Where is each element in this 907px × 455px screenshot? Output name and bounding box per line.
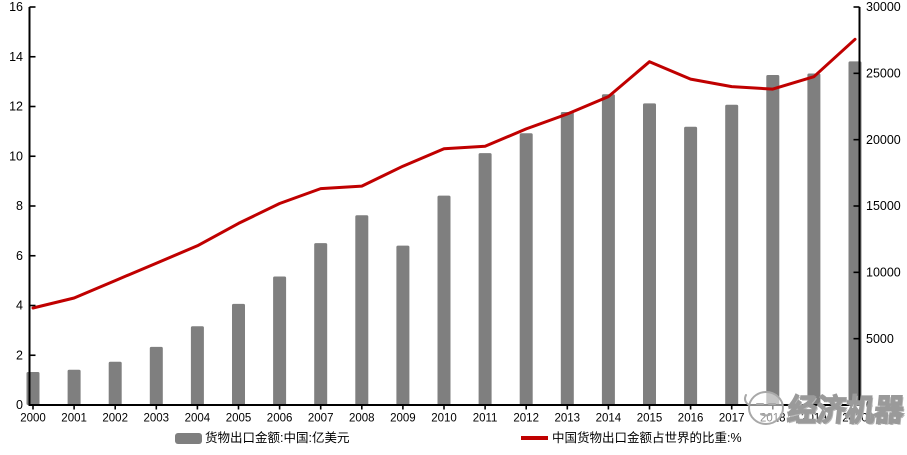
share-line bbox=[31, 37, 857, 310]
bar-2017 bbox=[725, 104, 739, 405]
x-label-2010: 2010 bbox=[431, 413, 457, 425]
x-label-2011: 2011 bbox=[473, 413, 498, 425]
y-left-label-12: 12 bbox=[9, 100, 23, 114]
x-label-2014: 2014 bbox=[596, 413, 622, 425]
bar-2005 bbox=[232, 303, 245, 405]
x-label-2020: 2020 bbox=[842, 413, 868, 425]
x-label-2015: 2015 bbox=[637, 413, 663, 425]
x-label-2003: 2003 bbox=[144, 413, 170, 425]
bar-2007 bbox=[314, 243, 328, 405]
y-left-label-16: 16 bbox=[9, 0, 23, 14]
bar-2014 bbox=[601, 94, 615, 405]
x-label-2001: 2001 bbox=[61, 413, 87, 425]
watermark: 经济机器 bbox=[741, 386, 906, 430]
y-right-label-0: 0 bbox=[866, 398, 873, 412]
x-label-2007: 2007 bbox=[308, 413, 334, 425]
y-left-label-0: 0 bbox=[16, 398, 23, 412]
x-label-2012: 2012 bbox=[513, 413, 539, 425]
y-right-label-25000: 25000 bbox=[866, 67, 901, 81]
y-right-label-5000: 5000 bbox=[866, 332, 894, 346]
bar-2002 bbox=[108, 361, 122, 405]
bar-2012 bbox=[519, 133, 533, 405]
x-label-2016: 2016 bbox=[678, 413, 704, 425]
x-label-2005: 2005 bbox=[226, 413, 252, 425]
y-left-label-6: 6 bbox=[16, 249, 23, 263]
x-label-2013: 2013 bbox=[555, 413, 581, 425]
x-label-2006: 2006 bbox=[267, 413, 293, 425]
y-left-label-4: 4 bbox=[16, 299, 23, 313]
y-left-label-10: 10 bbox=[9, 149, 23, 163]
x-label-2009: 2009 bbox=[390, 413, 416, 425]
bar-2004 bbox=[190, 326, 204, 405]
x-label-2008: 2008 bbox=[349, 413, 375, 425]
x-label-2019: 2019 bbox=[801, 413, 827, 425]
bar-2020 bbox=[848, 61, 862, 405]
y-right-label-30000: 30000 bbox=[866, 0, 901, 14]
watermark-mascot-icon bbox=[744, 391, 784, 425]
x-label-2017: 2017 bbox=[719, 413, 745, 425]
bar-2011 bbox=[478, 153, 492, 405]
bar-2016 bbox=[684, 126, 698, 406]
bar-2000 bbox=[26, 371, 40, 405]
bar-2015 bbox=[643, 103, 656, 406]
bar-2009 bbox=[396, 245, 410, 405]
bar-2019 bbox=[807, 73, 821, 405]
bar-2018 bbox=[766, 75, 780, 405]
y-right-label-20000: 20000 bbox=[866, 133, 901, 147]
x-label-2000: 2000 bbox=[20, 413, 46, 425]
bar-2006 bbox=[273, 276, 287, 405]
y-left-label-14: 14 bbox=[9, 50, 23, 64]
bar-2001 bbox=[67, 369, 81, 405]
bar-2003 bbox=[149, 346, 163, 405]
x-label-2002: 2002 bbox=[102, 413, 128, 425]
x-label-2004: 2004 bbox=[185, 413, 211, 425]
bar-2013 bbox=[560, 111, 574, 405]
y-right-label-15000: 15000 bbox=[866, 199, 901, 213]
y-left-label-2: 2 bbox=[16, 348, 23, 362]
bar-2010 bbox=[437, 195, 451, 405]
bar-2008 bbox=[355, 215, 369, 405]
y-right-label-10000: 10000 bbox=[866, 266, 901, 280]
y-left-label-8: 8 bbox=[16, 199, 23, 213]
watermark-text: 经济机器 bbox=[785, 394, 906, 429]
